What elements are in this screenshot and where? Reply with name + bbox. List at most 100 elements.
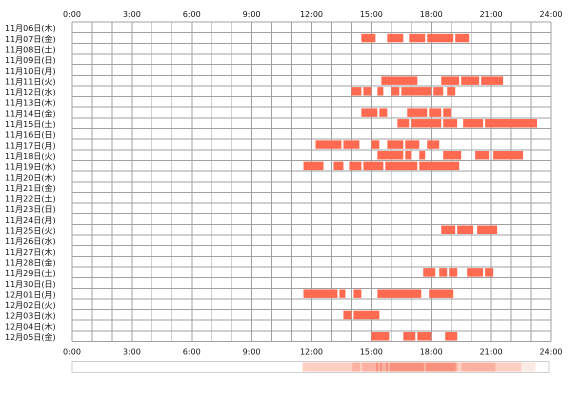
activity-bar xyxy=(377,151,404,160)
summary-strip-cell xyxy=(485,362,488,372)
summary-strip-cell xyxy=(318,362,321,372)
summary-strip-cell xyxy=(409,362,413,372)
summary-strip-cell xyxy=(378,362,381,372)
activity-bar xyxy=(439,268,448,277)
summary-strip-cell xyxy=(356,362,359,372)
summary-strip-cell xyxy=(380,362,383,372)
activity-bar xyxy=(409,33,426,43)
activity-bar xyxy=(455,33,470,43)
activity-bar xyxy=(485,268,494,277)
date-label: 11月23日(日) xyxy=(5,205,56,214)
summary-strip-cell xyxy=(457,362,460,372)
activity-bar xyxy=(363,87,372,96)
activity-bar xyxy=(361,33,376,43)
activity-bar xyxy=(315,140,342,149)
activity-bar xyxy=(481,76,504,85)
summary-strip-cell xyxy=(449,362,452,372)
activity-bar xyxy=(343,140,360,149)
activity-bar xyxy=(445,332,458,341)
top-tick-label: 0:00 xyxy=(63,10,81,19)
activity-bar xyxy=(385,161,418,171)
activity-bar xyxy=(447,87,456,96)
activity-bar xyxy=(391,87,400,96)
date-label: 12月04日(木) xyxy=(5,321,56,331)
activity-bar xyxy=(419,161,460,171)
summary-strip-cell xyxy=(417,362,421,372)
activity-bar xyxy=(371,140,380,149)
summary-strip-cell xyxy=(350,362,353,372)
activity-bar xyxy=(427,140,440,149)
bottom-tick-label: 24:00 xyxy=(539,348,562,357)
date-label: 12月01日(月) xyxy=(5,290,56,299)
date-label: 11月16日(日) xyxy=(5,131,56,140)
activity-bar xyxy=(353,310,380,320)
summary-strip-cell xyxy=(509,362,512,372)
summary-strip-cell xyxy=(328,362,331,372)
top-tick-label: 3:00 xyxy=(123,10,141,19)
summary-strip-cell xyxy=(322,362,325,372)
summary-strip-cell xyxy=(336,362,339,372)
activity-bar xyxy=(363,161,384,171)
top-axis-ticks: 0:00 3:00 6:00 9:00 12:00 15:00 18:00 21:00 24:0… xyxy=(63,10,563,19)
date-label: 11月15日(土) xyxy=(5,119,56,129)
activity-bar xyxy=(417,332,432,341)
activity-bar xyxy=(397,119,410,128)
activity-bar xyxy=(353,289,362,298)
summary-strip-cell xyxy=(405,362,409,372)
date-label: 11月09日(日) xyxy=(5,56,56,65)
activity-bar xyxy=(493,151,524,160)
summary-strip-cell xyxy=(489,362,492,372)
activity-bar xyxy=(467,268,484,277)
activity-bar xyxy=(443,119,458,128)
top-tick-label: 6:00 xyxy=(183,10,201,19)
summary-strip-cell xyxy=(529,362,532,372)
summary-strip-cell xyxy=(483,362,486,372)
date-label: 11月18日(火) xyxy=(5,152,56,161)
activity-bar xyxy=(333,161,344,171)
activity-bar xyxy=(351,87,362,96)
summary-strip-cell xyxy=(427,362,431,372)
summary-strip-cell xyxy=(497,362,500,372)
summary-strip-cell xyxy=(423,362,427,372)
bottom-tick-label: 0:00 xyxy=(63,348,81,357)
bottom-tick-label: 6:00 xyxy=(183,348,201,357)
summary-strip-cell xyxy=(499,362,502,372)
summary-strip-cell xyxy=(384,362,387,372)
summary-strip-cell xyxy=(425,362,429,372)
date-label: 11月27日(木) xyxy=(5,247,56,257)
summary-strip-cell xyxy=(399,362,403,372)
date-label: 11月06日(木) xyxy=(5,23,56,33)
summary-strip-cell xyxy=(342,362,345,372)
summary-strip-cell xyxy=(316,362,319,372)
top-tick-label: 15:00 xyxy=(360,10,383,19)
summary-strip-cell xyxy=(513,362,516,372)
date-label: 11月17日(月) xyxy=(5,141,56,150)
summary-strip-cell xyxy=(519,362,522,372)
activity-bar xyxy=(485,119,538,128)
summary-strip-cell xyxy=(354,362,357,372)
summary-strip-cell xyxy=(435,362,438,372)
activity-bar xyxy=(461,76,480,85)
summary-strip-cell xyxy=(419,362,423,372)
summary-strip-cell xyxy=(397,362,401,372)
activity-bars xyxy=(303,33,538,341)
summary-strip-cell xyxy=(314,362,317,372)
activity-bar xyxy=(441,225,456,234)
summary-strip-cell xyxy=(521,362,524,372)
summary-strip-cell xyxy=(447,362,450,372)
date-label: 11月10日(月) xyxy=(5,67,56,76)
summary-strip-cell xyxy=(437,362,440,372)
summary-strip-cell xyxy=(370,362,373,372)
activity-bar xyxy=(411,119,442,128)
summary-strip-cell xyxy=(348,362,351,372)
bottom-tick-label: 12:00 xyxy=(300,348,323,357)
activity-bar xyxy=(443,108,452,117)
date-label: 12月02日(火) xyxy=(5,301,56,310)
summary-strip-cell xyxy=(340,362,343,372)
summary-strip-cell xyxy=(503,362,506,372)
activity-bar xyxy=(371,332,390,341)
bottom-tick-label: 21:00 xyxy=(480,348,503,357)
summary-strip-cell xyxy=(332,362,335,372)
summary-strip-cell xyxy=(368,362,371,372)
summary-strip-cell xyxy=(390,362,393,372)
